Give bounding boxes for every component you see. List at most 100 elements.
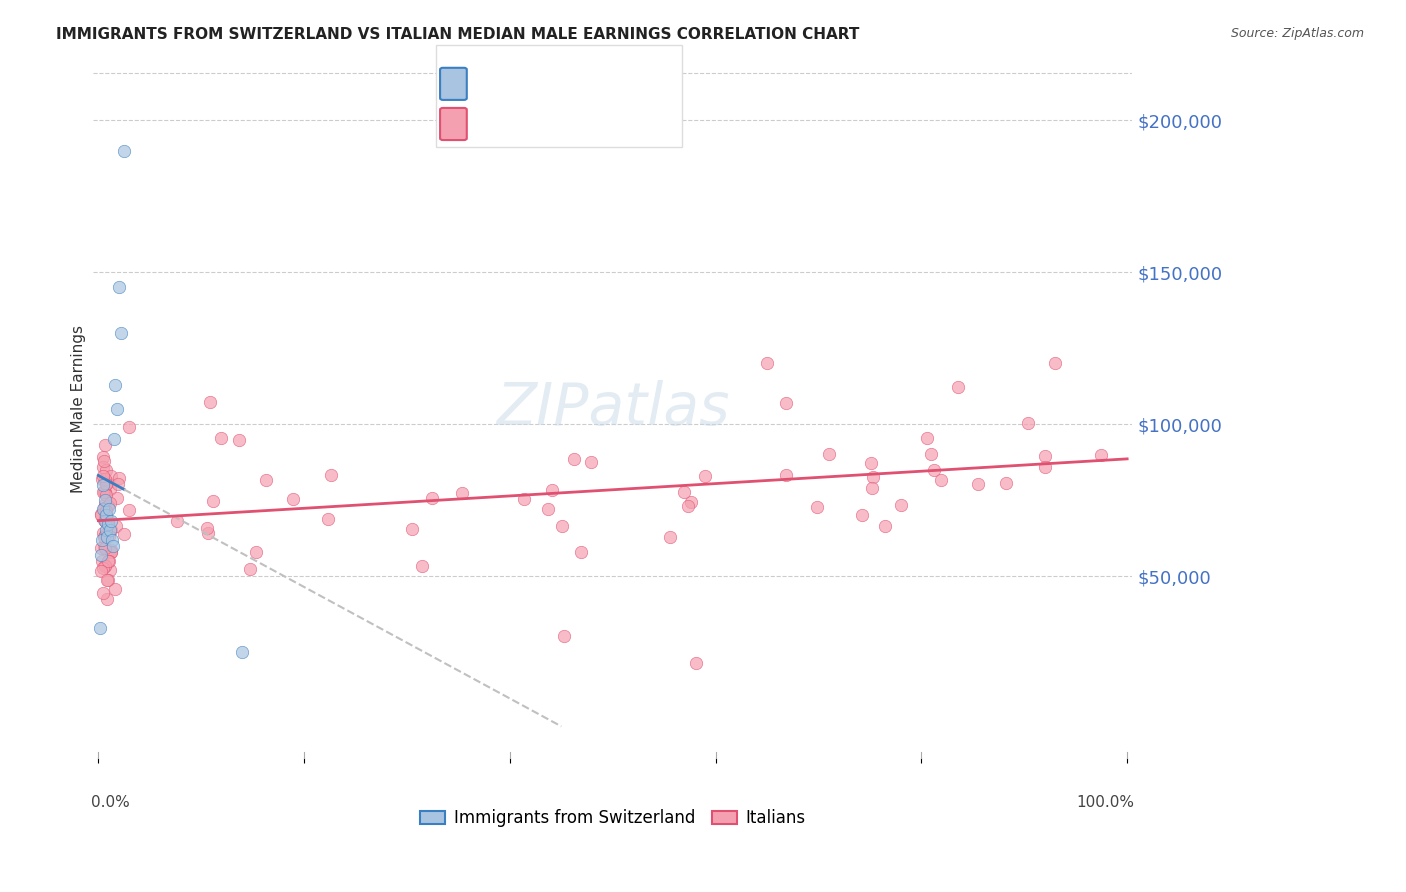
- Italians: [569, 545, 592, 559]
- Italians: [90, 508, 112, 522]
- Italians: [91, 450, 114, 465]
- Italians: [209, 431, 232, 445]
- Italians: [96, 591, 118, 606]
- Italians: [91, 484, 114, 499]
- Italians: [94, 472, 117, 486]
- Italians: [97, 513, 120, 527]
- Italians: [93, 530, 115, 544]
- Italians: [281, 492, 304, 507]
- Y-axis label: Median Male Earnings: Median Male Earnings: [72, 325, 86, 493]
- Italians: [91, 459, 114, 474]
- Italians: [166, 514, 188, 528]
- Immigrants from Switzerland: [104, 377, 127, 392]
- Italians: [94, 485, 117, 500]
- Italians: [859, 456, 882, 470]
- Immigrants from Switzerland: [93, 502, 115, 516]
- Italians: [860, 481, 883, 495]
- Italians: [1090, 449, 1112, 463]
- Italians: [100, 523, 122, 537]
- Italians: [551, 519, 574, 533]
- Italians: [91, 554, 114, 568]
- Italians: [581, 455, 603, 469]
- Immigrants from Switzerland: [105, 401, 128, 416]
- Italians: [562, 452, 585, 467]
- Italians: [94, 488, 117, 502]
- Italians: [197, 526, 219, 541]
- Italians: [96, 515, 118, 529]
- Italians: [94, 463, 117, 477]
- Italians: [90, 507, 112, 521]
- Italians: [693, 469, 716, 483]
- Italians: [673, 484, 696, 499]
- Italians: [94, 558, 117, 572]
- Immigrants from Switzerland: [94, 524, 117, 538]
- Italians: [100, 468, 122, 483]
- Immigrants from Switzerland: [101, 539, 124, 553]
- Italians: [1033, 449, 1056, 463]
- Italians: [411, 559, 433, 574]
- Italians: [818, 448, 841, 462]
- Immigrants from Switzerland: [97, 517, 120, 532]
- Text: ZIPatlas: ZIPatlas: [496, 381, 730, 437]
- Italians: [90, 564, 112, 578]
- Italians: [245, 544, 267, 558]
- Italians: [118, 503, 141, 517]
- Text: 100.0%: 100.0%: [1077, 796, 1135, 810]
- Italians: [108, 471, 131, 485]
- Italians: [890, 498, 912, 512]
- Italians: [112, 526, 135, 541]
- Italians: [91, 586, 114, 600]
- Italians: [94, 438, 117, 452]
- Italians: [96, 504, 118, 518]
- Italians: [100, 542, 122, 557]
- Italians: [94, 476, 117, 491]
- Immigrants from Switzerland: [96, 530, 118, 544]
- Italians: [93, 469, 115, 483]
- Italians: [537, 501, 560, 516]
- Italians: [90, 541, 112, 555]
- Italians: [91, 525, 114, 540]
- Italians: [756, 356, 779, 370]
- Immigrants from Switzerland: [98, 524, 121, 538]
- Italians: [94, 528, 117, 542]
- Immigrants from Switzerland: [89, 621, 111, 635]
- Italians: [929, 473, 952, 487]
- Italians: [1043, 356, 1066, 370]
- Italians: [118, 419, 141, 434]
- Italians: [94, 508, 117, 522]
- Immigrants from Switzerland: [93, 514, 115, 528]
- Italians: [97, 573, 120, 587]
- Text: R = 0.222    N = 112: R = 0.222 N = 112: [471, 104, 644, 122]
- Italians: [98, 482, 121, 496]
- Text: 0.0%: 0.0%: [91, 796, 129, 810]
- Italians: [93, 500, 115, 515]
- Italians: [228, 434, 250, 448]
- Italians: [254, 474, 277, 488]
- Italians: [97, 499, 120, 513]
- Immigrants from Switzerland: [93, 478, 115, 492]
- Italians: [195, 521, 218, 535]
- Immigrants from Switzerland: [94, 508, 117, 523]
- Italians: [198, 395, 221, 409]
- Italians: [659, 530, 682, 544]
- Immigrants from Switzerland: [100, 533, 122, 547]
- Italians: [873, 519, 896, 533]
- Italians: [94, 508, 117, 523]
- Text: IMMIGRANTS FROM SWITZERLAND VS ITALIAN MEDIAN MALE EARNINGS CORRELATION CHART: IMMIGRANTS FROM SWITZERLAND VS ITALIAN M…: [56, 27, 859, 42]
- Italians: [806, 500, 828, 515]
- Italians: [97, 554, 120, 568]
- Italians: [93, 513, 115, 527]
- Italians: [91, 472, 114, 486]
- Italians: [995, 476, 1018, 491]
- Italians: [1017, 417, 1039, 431]
- Immigrants from Switzerland: [90, 548, 112, 562]
- Italians: [922, 463, 945, 477]
- Italians: [97, 554, 120, 568]
- Italians: [967, 477, 990, 491]
- Italians: [321, 467, 343, 482]
- Italians: [96, 476, 118, 491]
- Italians: [96, 573, 118, 587]
- Italians: [93, 484, 115, 499]
- Italians: [401, 522, 423, 536]
- Italians: [451, 485, 474, 500]
